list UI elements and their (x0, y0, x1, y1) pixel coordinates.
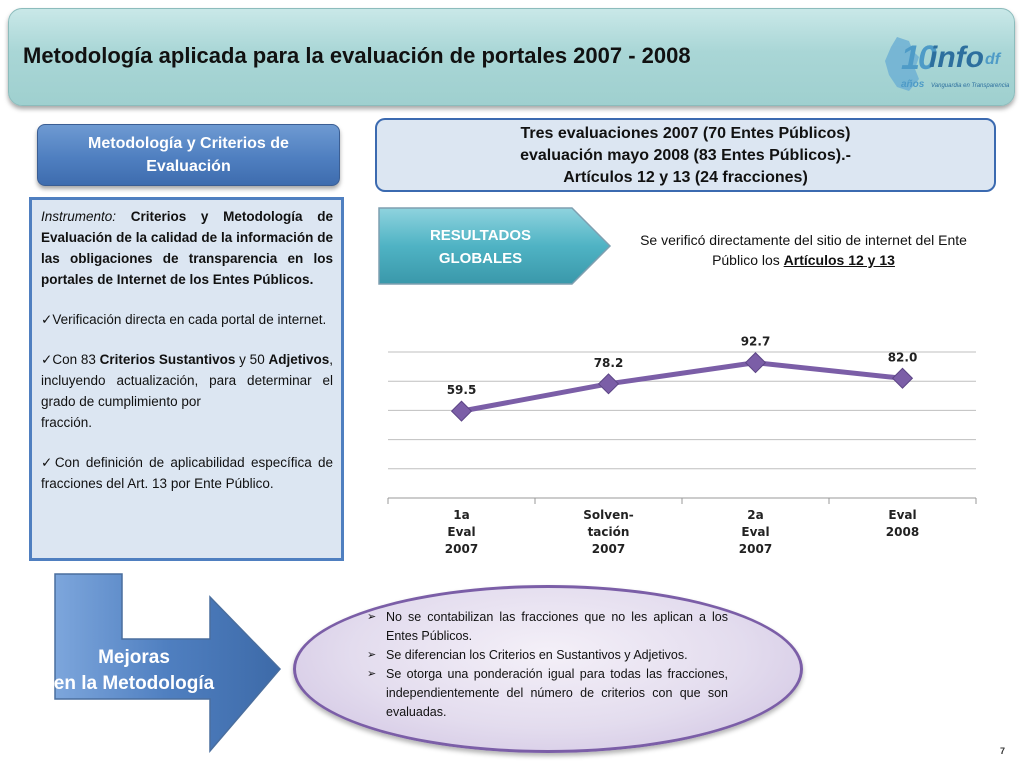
data-label: 78.2 (594, 356, 624, 370)
teal-arrow-shape (378, 207, 612, 285)
list-item: ➢ No se contabilizan las fracciones que n… (367, 610, 728, 643)
check-item-2-end: fracción. (41, 415, 93, 430)
arrow-bullet-icon: ➢ (367, 649, 377, 661)
data-label: 92.7 (741, 335, 771, 349)
x-tick-label: Eval (888, 508, 916, 522)
x-tick-label: Solven- (583, 508, 634, 522)
check-item-3: ✓Con definición de aplicabilidad específ… (41, 455, 333, 491)
mejoras-arrow: Mejoras en la Metodología (54, 573, 282, 754)
data-point (744, 352, 767, 374)
instrument-label: Instrumento: (41, 209, 117, 224)
x-tick-label: Eval (447, 525, 475, 539)
logo-name: info (929, 41, 984, 74)
data-label: 82.0 (888, 350, 918, 364)
logo-number: 10 (901, 39, 937, 77)
x-tick-label: 2008 (886, 525, 919, 539)
results-line-chart: 59.5 78.2 92.7 82.0 1a Eval 2007 Solven-tación 2… (387, 335, 977, 556)
check-item-2: ✓Con 83 Criterios Sustantivos y 50 Adjet… (41, 352, 333, 409)
data-point (450, 400, 473, 422)
blue-bent-arrow-shape (54, 573, 282, 754)
x-tick-label: 2a (747, 508, 763, 522)
logo-years: años (901, 79, 925, 90)
logo-suffix: df (985, 51, 1001, 68)
x-tick-label: 2007 (739, 542, 772, 556)
checkmark-icon: ✓ (41, 455, 55, 470)
resultados-arrow: RESULTADOS GLOBALES (378, 207, 612, 285)
checkmark-icon: ✓ (41, 352, 53, 367)
verification-note: Se verificó directamente del sitio de in… (640, 232, 967, 268)
evaluations-line-1: Tres evaluaciones 2007 (70 Entes Público… (520, 125, 851, 142)
city-map-icon (885, 37, 919, 91)
resultados-label: RESULTADOS GLOBALES (429, 227, 532, 267)
data-label: 59.5 (447, 383, 477, 397)
checkmark-icon: ✓ (41, 312, 53, 327)
mejoras-label: Mejoras en la Metodología (53, 647, 215, 694)
evaluations-box: Tres evaluaciones 2007 (70 Entes Público… (375, 118, 996, 192)
data-point (597, 373, 620, 395)
evaluations-line-2: evaluación mayo 2008 (83 Entes Públicos)… (520, 147, 851, 164)
infodf-logo: 10 info df años Vanguardia en Transparen… (881, 31, 1011, 103)
page-number: 7 (1000, 746, 1006, 756)
logo-tagline: Vanguardia en Transparencia (931, 83, 1010, 89)
methodology-header: Metodología y Criterios de Evaluación (37, 124, 340, 186)
list-item: ➢ Se otorga una ponderación igual para to… (367, 667, 728, 719)
arrow-bullet-icon: ➢ (367, 668, 377, 680)
x-tick-label: 2007 (592, 542, 625, 556)
check-item-1: ✓Verificación directa en cada portal de … (41, 312, 327, 327)
x-tick-label: 1a (453, 508, 469, 522)
series-line (461, 360, 903, 414)
data-point (891, 367, 914, 389)
instrument-text: Criterios y Metodología de Evaluación de… (41, 209, 333, 287)
instrument-paragraph: Instrumento: Criterios y Metodología de … (41, 206, 333, 290)
title-bar: Metodología aplicada para la evaluación … (8, 8, 1015, 106)
x-tick-label: tación (588, 525, 630, 539)
evaluations-line-3: Artículos 12 y 13 (24 fracciones) (563, 169, 808, 186)
list-item: ➢ Se diferencian los Criterios en Sustant… (367, 646, 728, 665)
arrow-bullet-icon: ➢ (367, 611, 377, 623)
improvements-ellipse (293, 585, 803, 753)
x-tick-label: 2007 (445, 542, 478, 556)
improvements-list: ➢ No se contabilizan las fracciones que n… (367, 608, 728, 722)
instrument-panel: Instrumento: Criterios y Metodología de … (29, 197, 344, 561)
page-title: Metodología aplicada para la evaluación … (23, 43, 691, 68)
x-tick-label: Eval (741, 525, 769, 539)
